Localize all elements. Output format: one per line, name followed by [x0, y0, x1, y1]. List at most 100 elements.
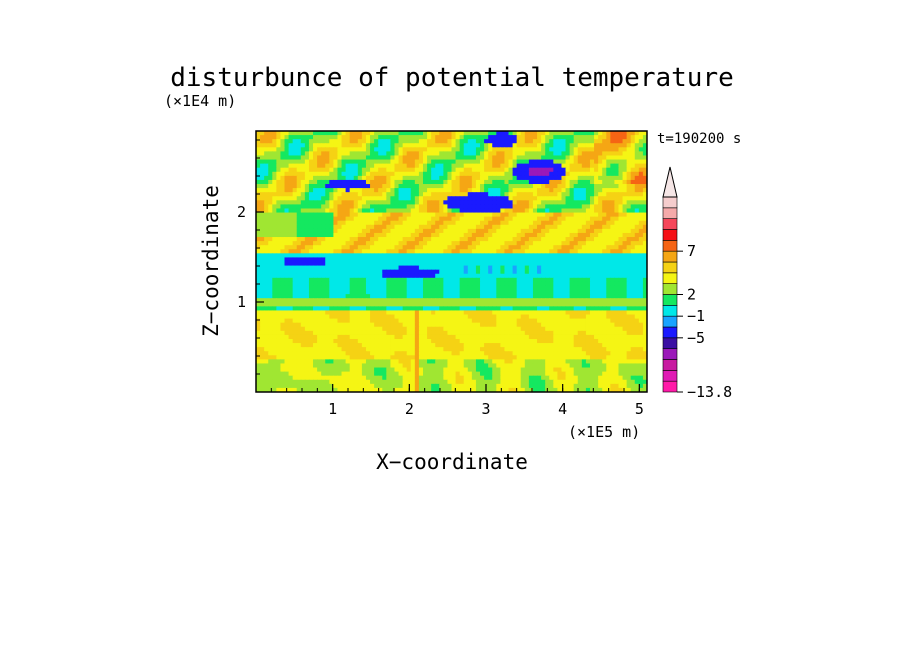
- field-cell: [565, 196, 571, 201]
- field-cell: [557, 139, 563, 144]
- field-cell: [642, 179, 647, 185]
- field-cell: [480, 147, 485, 152]
- field-cell: [353, 232, 359, 238]
- field-cell: [280, 249, 286, 254]
- field-cell: [512, 334, 518, 340]
- field-cell: [589, 330, 595, 336]
- field-cell: [325, 135, 330, 140]
- field-cell: [642, 261, 647, 267]
- field-cell: [288, 155, 294, 161]
- field-cell: [581, 179, 587, 185]
- field-cell: [280, 216, 286, 222]
- field-cell: [610, 208, 616, 214]
- field-cell: [496, 261, 501, 267]
- field-cell: [382, 310, 387, 316]
- field-cell: [337, 139, 343, 144]
- field-cell: [528, 216, 534, 222]
- field-cell: [467, 171, 473, 177]
- field-cell: [357, 294, 363, 299]
- field-cell: [410, 245, 416, 250]
- field-cell: [321, 334, 326, 340]
- field-cell: [520, 261, 526, 267]
- field-cell: [378, 196, 383, 201]
- field-cell: [618, 261, 624, 267]
- field-cell: [475, 147, 481, 152]
- field-cell: [435, 318, 440, 324]
- field-cell: [427, 179, 432, 185]
- field-cell: [406, 338, 412, 344]
- field-cell: [349, 245, 355, 250]
- field-cell: [390, 285, 396, 291]
- field-cell: [382, 290, 387, 295]
- field-cell: [333, 249, 339, 254]
- field-cell: [378, 171, 383, 177]
- field-cell: [549, 224, 554, 230]
- field-cell: [439, 237, 444, 242]
- field-cell: [585, 237, 591, 242]
- field-cell: [378, 135, 383, 140]
- field-cell: [296, 151, 302, 157]
- field-cell: [288, 192, 294, 197]
- field-cell: [374, 257, 379, 263]
- field-cell: [537, 208, 542, 214]
- field-cell: [524, 265, 530, 271]
- field-cell: [589, 224, 595, 230]
- field-cell: [480, 224, 485, 230]
- field-cell: [459, 290, 465, 295]
- field-cell: [435, 143, 440, 148]
- field-cell: [602, 212, 607, 218]
- field-cell: [374, 159, 379, 165]
- field-cell: [524, 159, 530, 165]
- field-cell: [537, 167, 542, 173]
- field-cell: [272, 322, 277, 328]
- field-cell: [284, 139, 290, 144]
- field-cell: [317, 285, 322, 291]
- field-cell: [504, 265, 510, 271]
- field-cell: [260, 200, 265, 206]
- field-cell: [296, 192, 302, 197]
- field-cell: [349, 281, 355, 287]
- field-cell: [475, 171, 481, 177]
- field-cell: [313, 139, 318, 144]
- field-cell: [447, 318, 453, 324]
- field-cell: [545, 131, 550, 136]
- field-cell: [508, 200, 514, 206]
- field-cell: [422, 253, 428, 259]
- field-cell: [581, 135, 587, 140]
- field-cell: [573, 330, 579, 336]
- field-cell: [341, 228, 347, 234]
- field-cell: [341, 265, 347, 271]
- field-cell: [272, 143, 277, 148]
- field-cell: [329, 334, 334, 340]
- field-cell: [439, 135, 444, 140]
- field-cell: [594, 338, 599, 344]
- field-cell: [386, 151, 391, 157]
- field-cell: [622, 212, 628, 218]
- field-cell: [410, 290, 416, 295]
- field-cell: [341, 139, 347, 144]
- field-cell: [422, 318, 428, 324]
- field-cell: [602, 322, 607, 328]
- field-cell: [484, 338, 489, 344]
- field-cell: [317, 200, 322, 206]
- field-cell: [447, 285, 453, 291]
- field-cell: [321, 306, 326, 312]
- field-cell: [353, 281, 359, 287]
- field-cell: [581, 212, 587, 218]
- field-cell: [463, 179, 469, 185]
- field-cell: [304, 131, 310, 136]
- field-cell: [455, 131, 461, 136]
- field-cell: [455, 159, 461, 165]
- field-cell: [414, 220, 420, 226]
- field-cell: [496, 163, 501, 169]
- field-cell: [288, 285, 294, 291]
- field-cell: [622, 171, 628, 177]
- time-label: t=190200 s: [657, 131, 741, 147]
- field-cell: [382, 188, 387, 193]
- field-cell: [402, 167, 408, 173]
- field-cell: [553, 224, 558, 230]
- field-cell: [549, 196, 554, 201]
- field-cell: [475, 163, 481, 169]
- field-cell: [537, 273, 542, 279]
- field-cell: [272, 269, 277, 275]
